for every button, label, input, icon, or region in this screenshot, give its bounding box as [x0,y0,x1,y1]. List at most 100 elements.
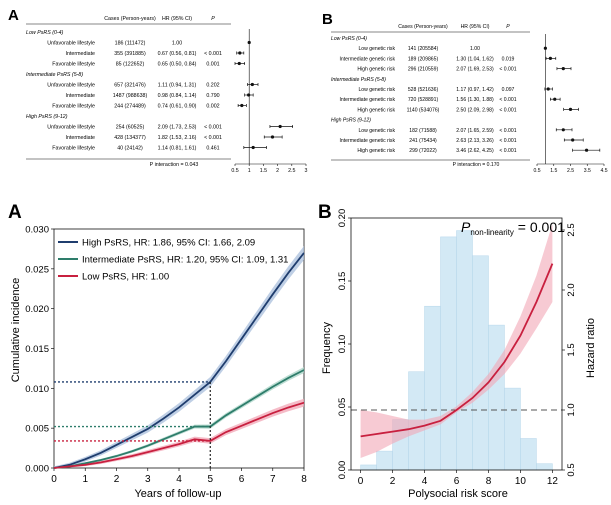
panel-letter-bottom-a: A [8,202,22,223]
histogram-bar [520,438,537,471]
y-tick-label: 0.010 [25,384,49,395]
row-hr: 1.82 (1.53, 2.16) [158,135,197,141]
histogram-bar [472,255,489,471]
row-label: Favorable lifestyle [52,104,95,110]
row-hr: 0.65 (0.50, 0.84) [158,62,197,68]
p-value: = 0.001 [514,219,565,235]
panel-letter-top-a: A [8,7,19,24]
row-cases: 189 (209865) [408,56,439,62]
y-tick-label: 0.030 [25,225,49,236]
y2-tick-label: 2.0 [566,283,577,296]
hr-point [250,82,254,87]
group-title: Intermediate PsRS (5-8) [331,77,386,83]
group-title: Low PsRS (0-4) [26,30,64,36]
hr-point [546,87,550,91]
hr-point [548,56,553,61]
y-tick-label: 0.020 [25,304,49,315]
y-tick-label: 0.05 [337,398,348,417]
row-label: High genetic risk [357,107,395,113]
row-cases: 254 (60525) [116,125,145,131]
row-label: High genetic risk [357,148,395,154]
row-hr: 3.46 (2.62, 4.25) [456,148,494,154]
interaction-p: P interaction = 0.043 [150,162,199,168]
group-title: Low PsRS (0-4) [331,36,367,42]
hr-point [553,97,557,101]
row-cases: 657 (321476) [114,83,146,89]
row-cases: 528 (521636) [408,87,439,93]
row-label: Low genetic risk [358,87,395,93]
row-cases: 299 (72022) [409,148,437,154]
x-tick-label: 1.5 [550,168,557,174]
y2-tick-label: 1.0 [566,403,577,416]
header-cases: Cases (Person-years) [398,24,448,30]
hr-point [238,51,242,55]
row-p: < 0.001 [499,67,516,73]
y2-tick-label: 2.5 [566,223,577,236]
group-title: High PsRS (9-12) [331,118,371,124]
legend-label-high: High PsRS, HR: 1.86, 95% CI: 1.66, 2.09 [82,238,255,249]
row-label: Low genetic risk [358,46,395,52]
histogram-bar [488,324,505,471]
row-hr: 1.11 (0.94, 1.31) [158,83,197,89]
x-tick-label: 3 [305,168,308,174]
row-label: Unfavorable lifestyle [47,41,95,47]
row-hr: 1.56 (1.30, 1.88) [456,97,494,103]
hr-point [270,135,275,139]
hr-point [247,93,251,97]
row-hr: 1.00 [470,46,480,52]
row-cases: 241 (75434) [409,138,437,144]
row-cases: 428 (134377) [114,135,146,141]
panel-letter-top-b: B [322,11,333,28]
row-cases: 186 (111472) [115,41,146,47]
y-tick-label: 0.000 [25,464,49,475]
row-hr: 0.74 (0.61, 0.90) [158,104,197,110]
row-label: Intermediate genetic risk [340,97,396,103]
row-label: High genetic risk [357,67,395,73]
row-cases: 244 (274489) [114,104,146,110]
header-hr: HR (95% CI) [162,16,192,22]
row-p: < 0.001 [204,51,222,57]
hr-curve-line [360,263,554,438]
y-tick-label: 0.10 [337,335,348,354]
y2-tick-label: 0.5 [566,463,577,476]
row-label: Intermediate [66,135,95,141]
y-tick-label: 0.015 [25,344,49,355]
forest-plot-a: 0.5 1 1.5 2 2.5 3 [231,29,308,174]
histogram-bar [456,230,473,471]
x-tick-label: 2.5 [567,168,574,174]
row-cases: 1140 (534076) [407,107,440,113]
row-label: Low genetic risk [358,128,395,134]
row-p: 0.790 [206,93,219,99]
series-line-low [53,401,305,469]
row-hr: 0.67 (0.56, 0.81) [158,51,197,57]
hr-point [571,138,575,142]
hr-point [278,124,282,129]
hr-point [584,148,589,152]
y-tick-label: 0.025 [25,264,49,275]
group-title: High PsRS (9-12) [26,114,68,120]
x-tick-label: 2 [276,168,279,174]
y-tick-label: 0.005 [25,424,49,435]
row-cases: 720 (528891) [408,97,439,103]
row-p: 0.002 [206,104,219,110]
row-p: < 0.001 [499,128,516,134]
x-tick-label: 10 [515,476,527,487]
forest-plot-b: 0.5 1.5 2.5 3.5 4.5 [533,34,608,174]
series-line-high [53,252,305,469]
row-label: Favorable lifestyle [52,146,95,152]
x-tick-label: 2.5 [288,168,295,174]
row-p: < 0.001 [499,107,516,113]
p-nonlinearity: Pnon-linearity = 0.001 [461,219,565,237]
legend-label-low: Low PsRS, HR: 1.00 [82,272,169,283]
x-tick-label: 0.5 [533,168,540,174]
row-label: Favorable lifestyle [52,62,95,68]
x-tick-label: 1 [248,168,251,174]
x-tick-label: 5 [207,474,213,485]
y2-tick-label: 1.5 [566,343,577,356]
cumulative-incidence-chart: A 0.000 0.005 0.010 0.015 0.020 0.025 0.030 0 1 2… [8,202,307,500]
histogram-bar [360,464,377,471]
row-p: < 0.001 [499,138,516,144]
row-hr: 2.50 (2.09, 2.98) [456,107,494,113]
row-p: < 0.001 [204,125,222,131]
row-cases: 1487 (988638) [113,93,148,99]
